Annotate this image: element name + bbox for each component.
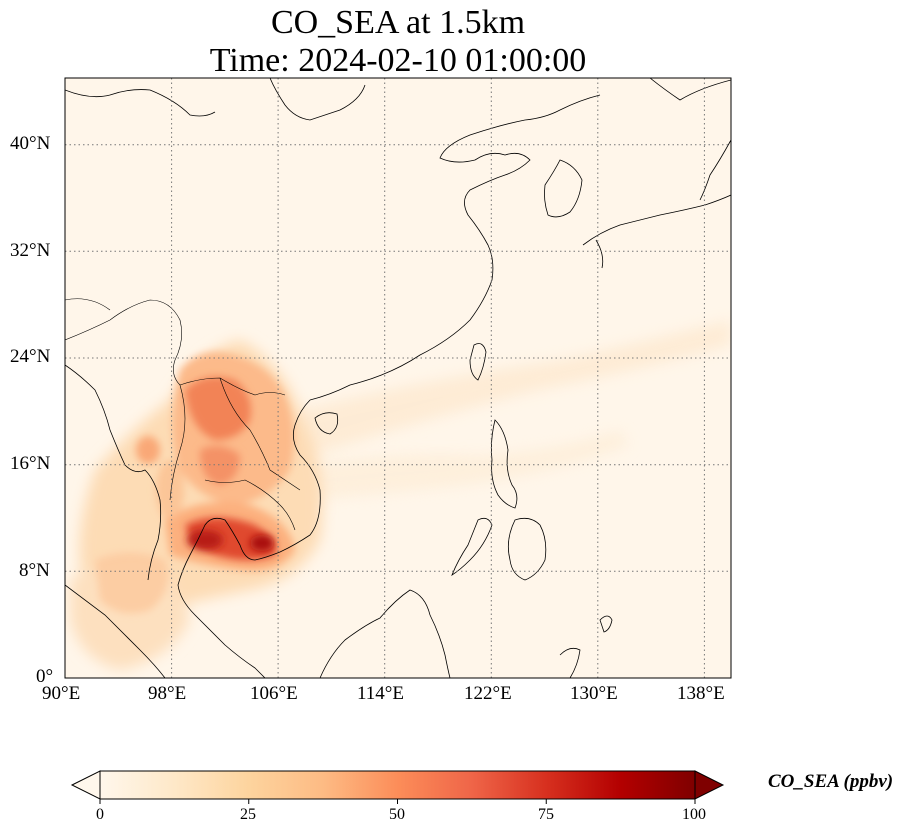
coastlines xyxy=(65,78,731,678)
lat-tick-label: 32°N xyxy=(10,240,51,261)
lon-tick-label: 122°E xyxy=(464,683,512,704)
lat-tick-label: 0° xyxy=(36,666,54,687)
lon-tick-label: 90°E xyxy=(42,683,81,704)
lon-tick-label: 106°E xyxy=(250,683,298,704)
colorbar-extend-min xyxy=(70,770,101,800)
lon-tick-label: 130°E xyxy=(570,683,618,704)
lat-tick-label: 24°N xyxy=(10,346,51,367)
colorbar-label: CO_SEA (ppbv) xyxy=(768,771,894,792)
colorbar-tick-label: 75 xyxy=(538,806,554,823)
lat-tick-label: 16°N xyxy=(10,453,51,474)
colorbar-extend-max xyxy=(694,770,725,800)
lon-tick-label: 138°E xyxy=(677,683,725,704)
colorbar-tick-label: 0 xyxy=(96,806,104,823)
colorbar-gradient xyxy=(100,771,695,799)
map-title: CO_SEA at 1.5km xyxy=(270,4,526,41)
colorbar-tick-label: 25 xyxy=(240,806,256,823)
co-concentration-field xyxy=(65,78,731,678)
map-time-subtitle: Time: 2024-02-10 01:00:00 xyxy=(209,42,587,79)
colorbar-tick-label: 100 xyxy=(682,806,706,823)
colorbar xyxy=(70,770,725,804)
lon-tick-label: 98°E xyxy=(148,683,187,704)
colorbar-tick-label: 50 xyxy=(389,806,405,823)
lat-tick-label: 40°N xyxy=(10,133,51,154)
lon-tick-label: 114°E xyxy=(357,683,404,704)
map-frame xyxy=(64,77,732,679)
graticule xyxy=(65,78,731,678)
lat-tick-label: 8°N xyxy=(19,560,50,581)
